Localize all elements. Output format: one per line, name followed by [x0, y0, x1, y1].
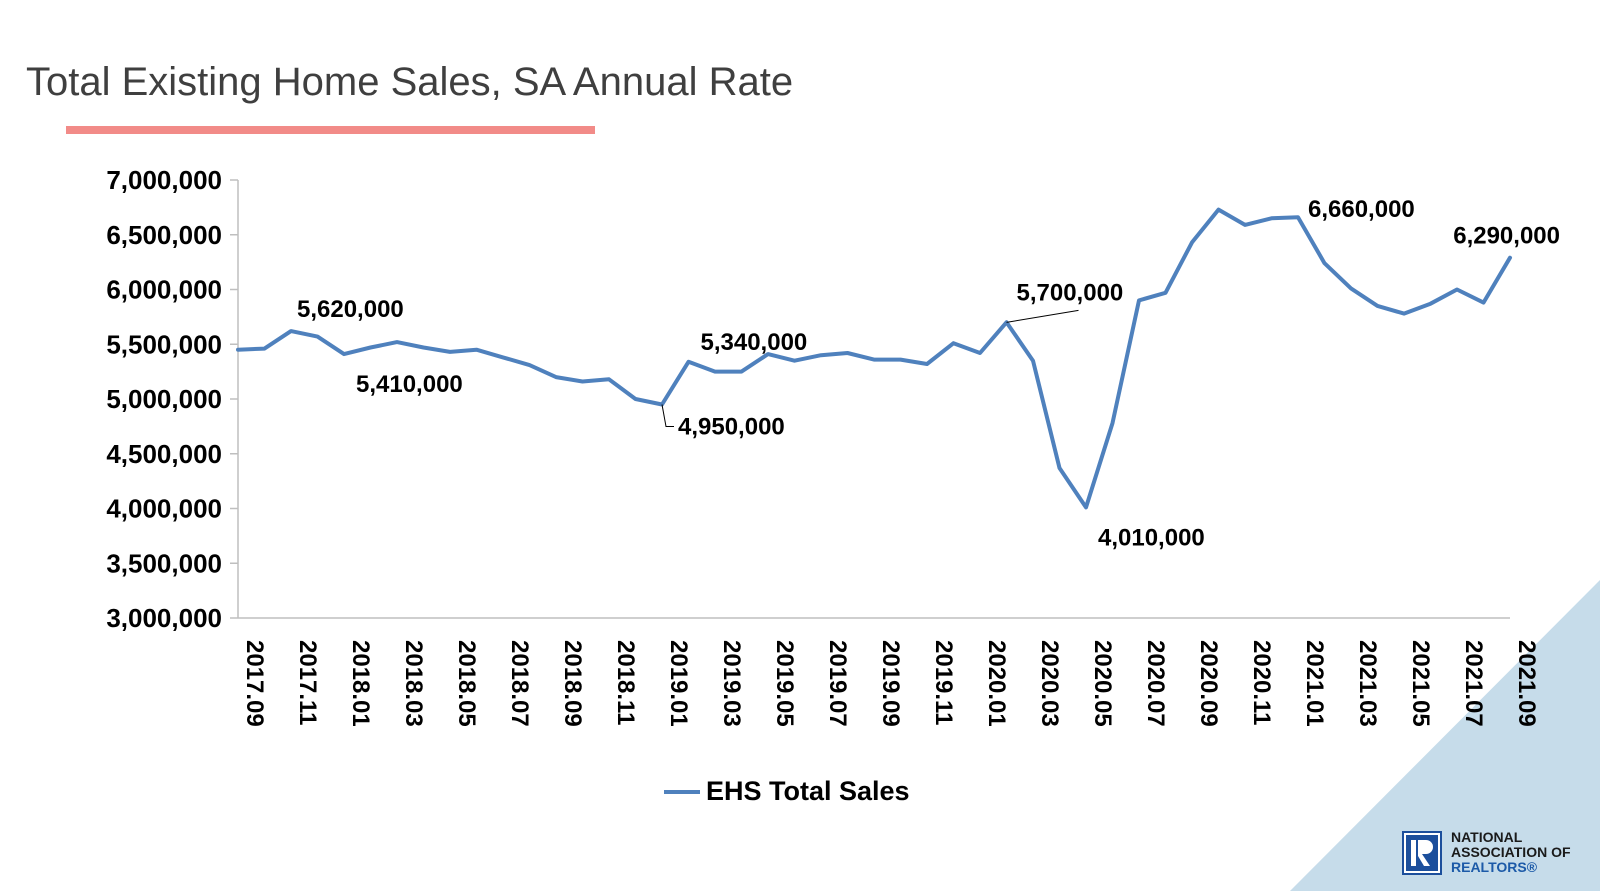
y-tick-label: 5,500,000 [106, 329, 222, 359]
axes [237, 180, 1510, 619]
title-underline [66, 126, 595, 134]
nar-logo: NATIONAL ASSOCIATION OF REALTORS® [1402, 830, 1571, 875]
x-tick-label: 2017.09 [241, 640, 268, 727]
x-tick-label: 2021.05 [1407, 640, 1434, 727]
x-tick-label: 2018.01 [347, 640, 374, 727]
page-title: Total Existing Home Sales, SA Annual Rat… [26, 60, 794, 104]
x-tick-label: 2019.05 [771, 640, 798, 727]
data-label: 5,620,000 [297, 296, 404, 323]
x-tick-label: 2018.11 [612, 640, 639, 725]
x-tick-label: 2021.09 [1513, 640, 1540, 727]
logo-line-3: REALTORS® [1451, 859, 1538, 875]
realtor-r-icon [1402, 830, 1442, 875]
data-label: 5,340,000 [701, 329, 808, 356]
x-tick-label: 2020.07 [1142, 640, 1169, 727]
logo-line-1: NATIONAL [1451, 829, 1523, 845]
x-tick-label: 2019.03 [718, 640, 745, 727]
x-tick-label: 2019.01 [665, 640, 692, 727]
data-label: 5,700,000 [1017, 279, 1124, 306]
logo-line-2: ASSOCIATION OF [1451, 844, 1571, 860]
x-tick-label: 2019.07 [824, 640, 851, 727]
leader-line [661, 404, 674, 427]
x-tick-label: 2020.09 [1195, 640, 1222, 727]
y-tick-label: 3,500,000 [106, 548, 222, 578]
data-label: 4,950,000 [678, 413, 785, 440]
x-tick-label: 2018.03 [400, 640, 427, 727]
logo-text: NATIONAL ASSOCIATION OF REALTORS® [1451, 830, 1571, 875]
legend-label: EHS Total Sales [706, 776, 910, 806]
data-labels: 5,620,000 5,410,000 4,950,000 5,340,000 5,70… [297, 196, 1560, 551]
x-tick-label: 2021.07 [1460, 640, 1487, 727]
x-tick-label: 2018.05 [453, 640, 480, 727]
series-layer [236, 207, 1512, 510]
x-tick-label: 2021.01 [1301, 640, 1328, 727]
x-tick-label: 2020.03 [1036, 640, 1063, 727]
x-tick-label: 2020.05 [1089, 640, 1116, 727]
legend: EHS Total Sales [664, 776, 910, 807]
x-tick-label: 2017.11 [294, 640, 321, 725]
x-tick-label: 2021.03 [1354, 640, 1381, 727]
x-tick-label: 2019.09 [877, 640, 904, 727]
y-tick-label: 7,000,000 [106, 165, 222, 195]
x-axis-ticks: 2017.09 2017.11 2018.01 2018.03 2018.05 2018.… [241, 640, 1540, 727]
y-tick-label: 6,000,000 [106, 275, 222, 305]
data-label: 4,010,000 [1098, 524, 1205, 551]
data-label: 6,660,000 [1308, 196, 1415, 223]
y-tick-label: 4,500,000 [106, 439, 222, 469]
y-tick-label: 4,000,000 [106, 494, 222, 524]
y-tick-label: 3,000,000 [106, 603, 222, 633]
x-tick-label: 2020.11 [1248, 640, 1275, 725]
y-tick-label: 5,000,000 [106, 384, 222, 414]
legend-swatch [664, 789, 700, 794]
x-tick-label: 2018.09 [559, 640, 586, 727]
data-label: 5,410,000 [356, 371, 463, 398]
y-axis-ticks: 7,000,000 6,500,000 6,000,000 5,500,000 5,00… [106, 165, 238, 633]
series-line-0 [236, 207, 1512, 510]
leader-line [1006, 309, 1079, 323]
x-tick-label: 2018.07 [506, 640, 533, 727]
x-tick-label: 2019.11 [930, 640, 957, 725]
x-tick-label: 2020.01 [983, 640, 1010, 727]
y-tick-label: 6,500,000 [106, 220, 222, 250]
data-label: 6,290,000 [1453, 223, 1560, 250]
